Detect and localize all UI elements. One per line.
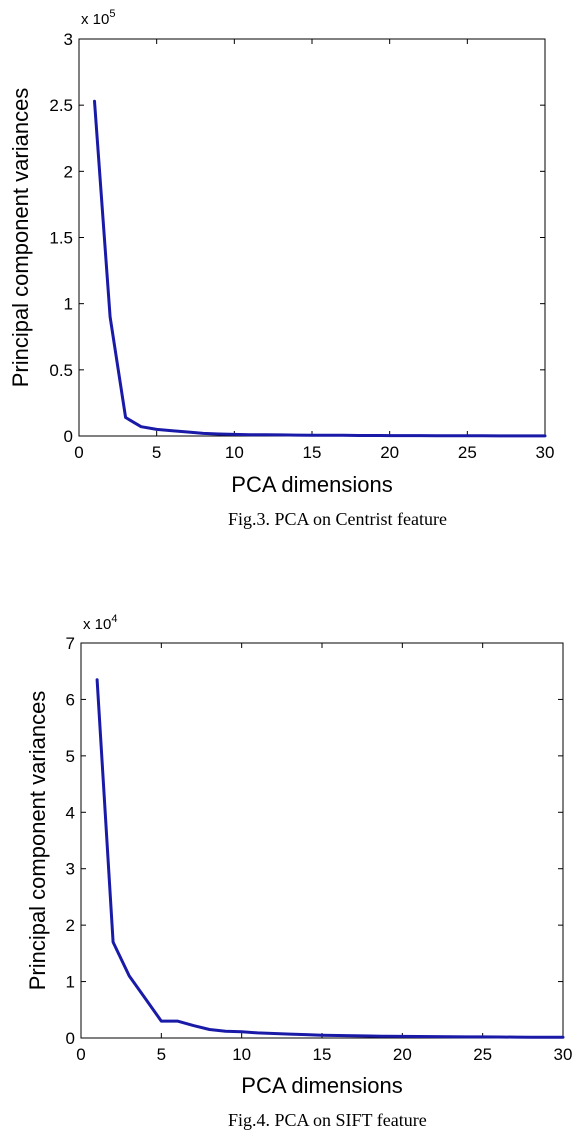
sift-pca-chart: 0 5 10 15 20 25 30 0 1 2 3 4 5 6 7 x 104 PCA dimensions P… bbox=[25, 613, 573, 1098]
x-tick-label: 25 bbox=[458, 443, 477, 462]
x-tick-label: 30 bbox=[536, 443, 555, 462]
y-tick-label: 1 bbox=[64, 295, 73, 314]
x-tick-label: 20 bbox=[393, 1045, 412, 1064]
x-tick-label: 0 bbox=[74, 443, 83, 462]
y-axis-label: Principal component variances bbox=[25, 691, 50, 991]
y-scale-multiplier: x 105 bbox=[81, 8, 115, 28]
y-axis-label: Principal component variances bbox=[8, 88, 33, 388]
variance-line bbox=[93, 99, 547, 438]
variance-line bbox=[95, 678, 565, 1039]
figure-3: 0 5 10 15 20 25 30 0 0.5 1 1.5 2 2.5 3 x 105 PCA dimens… bbox=[0, 0, 578, 540]
x-tick-label: 20 bbox=[380, 443, 399, 462]
y-scale-exponent: 5 bbox=[109, 8, 115, 20]
x-tick-label: 30 bbox=[554, 1045, 573, 1064]
centrist-pca-chart: 0 5 10 15 20 25 30 0 0.5 1 1.5 2 2.5 3 x 105 PCA dimens… bbox=[8, 8, 555, 497]
y-tick-label: 2 bbox=[64, 162, 73, 181]
figure-4: 0 5 10 15 20 25 30 0 1 2 3 4 5 6 7 x 104 PCA dimensions P… bbox=[0, 600, 578, 1132]
y-tick-label: 6 bbox=[66, 690, 75, 709]
figure-caption: Fig.4. PCA on SIFT feature bbox=[228, 1110, 427, 1130]
y-tick-label: 1 bbox=[66, 973, 75, 992]
x-tick-label: 5 bbox=[157, 1045, 166, 1064]
plot-frame bbox=[78, 38, 546, 437]
y-tick-label: 0 bbox=[64, 427, 73, 446]
y-tick-label: 0 bbox=[66, 1029, 75, 1048]
y-tick-label: 3 bbox=[64, 30, 73, 49]
y-tick-label: 1.5 bbox=[49, 229, 73, 248]
x-axis-label: PCA dimensions bbox=[231, 472, 392, 497]
figure-caption: Fig.3. PCA on Centrist feature bbox=[228, 509, 447, 529]
plot-frame bbox=[80, 642, 564, 1039]
y-tick-label: 2 bbox=[66, 916, 75, 935]
y-scale-multiplier: x 104 bbox=[83, 613, 117, 633]
y-tick-label: 0.5 bbox=[49, 361, 73, 380]
x-tick-label: 25 bbox=[473, 1045, 492, 1064]
x-tick-label: 15 bbox=[313, 1045, 332, 1064]
x-axis-label: PCA dimensions bbox=[241, 1073, 402, 1098]
x-tick-label: 0 bbox=[76, 1045, 85, 1064]
y-tick-label: 4 bbox=[66, 803, 75, 822]
x-tick-label: 5 bbox=[152, 443, 161, 462]
x-tick-label: 10 bbox=[232, 1045, 251, 1064]
y-scale-exponent: 4 bbox=[111, 613, 117, 625]
y-tick-label: 3 bbox=[66, 860, 75, 879]
x-tick-label: 10 bbox=[225, 443, 244, 462]
x-tick-label: 15 bbox=[303, 443, 322, 462]
y-tick-label: 2.5 bbox=[49, 96, 73, 115]
y-tick-label: 7 bbox=[66, 634, 75, 653]
y-tick-label: 5 bbox=[66, 747, 75, 766]
